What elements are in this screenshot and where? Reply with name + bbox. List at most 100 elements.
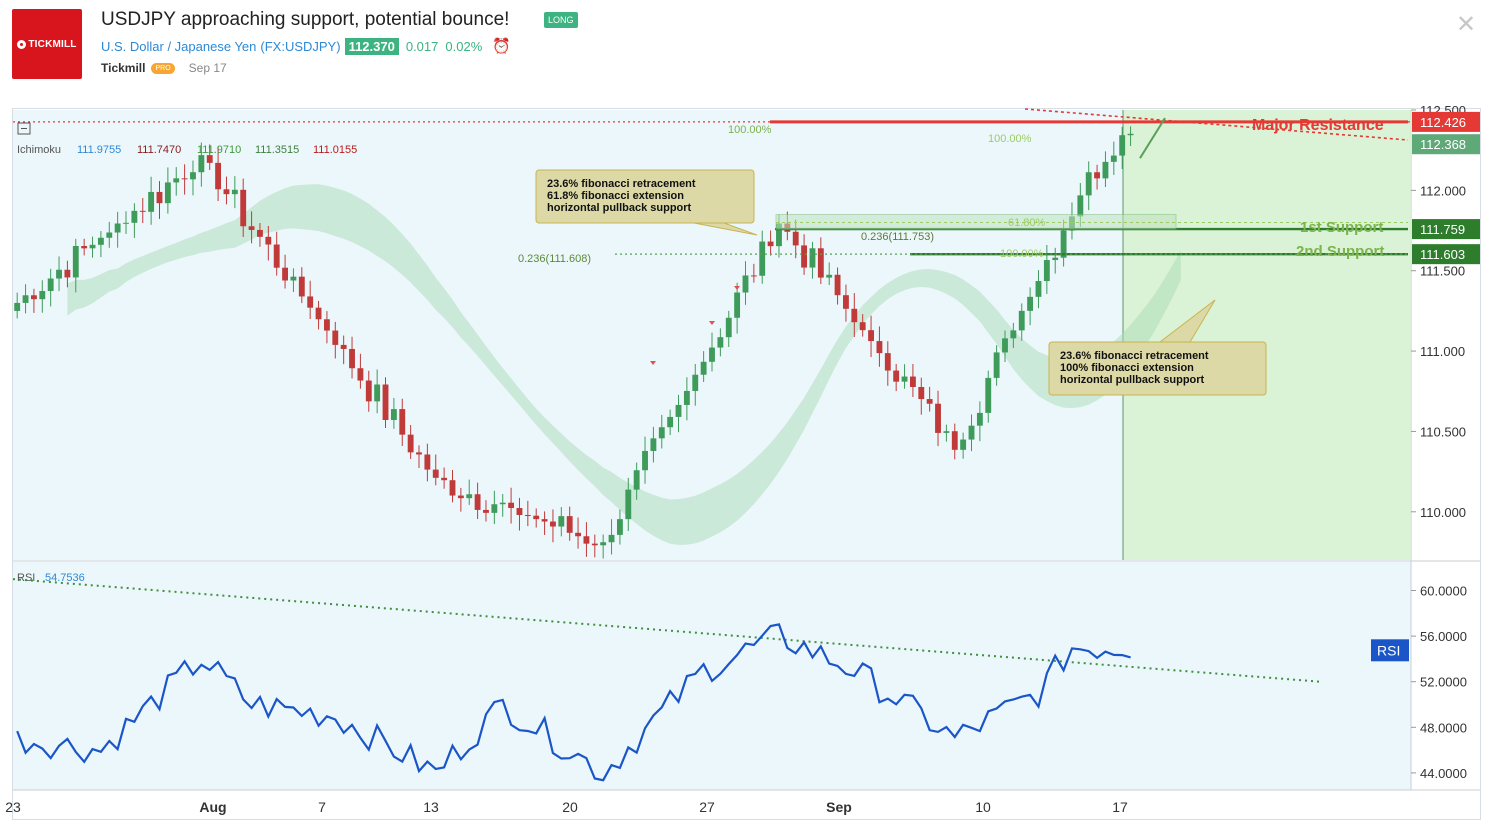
ichimoku-cloud-segment [854,305,863,336]
ichimoku-cloud-segment [84,277,93,308]
ichimoku-cloud-segment [159,245,168,266]
close-icon[interactable]: ✕ [1456,11,1477,38]
candle-body [826,274,833,278]
ichimoku-cloud-segment [753,451,763,505]
ichimoku-cloud-segment [921,268,930,288]
candle-body [533,515,540,520]
ichimoku-cloud-segment [377,210,386,262]
long-badge: LONG [544,12,578,28]
signal-marker [650,361,656,365]
chart-frame[interactable] [12,108,1481,820]
fib-label: 0.236(111.753) [861,231,934,243]
ichimoku-cloud-segment [419,254,428,300]
candle-body [600,542,607,546]
rsi-label: RSI [17,572,35,584]
ichimoku-cloud-segment [712,484,721,537]
candle-body [742,275,749,293]
ichimoku-cloud-segment [603,467,612,502]
candle-body [474,494,481,510]
major-resistance-label: Major Resistance [1252,117,1384,134]
ichimoku-cloud-segment [762,442,771,495]
candle-body [650,438,657,451]
price-axis-label: 110.500 [1420,424,1466,439]
ichimoku-cloud-segment [887,277,897,300]
symbol-line: U.S. Dollar / Japanese Yen (FX:USDJPY) 1… [101,37,511,55]
ichimoku-cloud-segment [862,297,872,324]
candle-body [633,470,640,490]
price-tag-bg [1412,111,1480,132]
callout-text: 100% fibonacci extension [1060,362,1194,374]
ichimoku-cloud-segment [1147,292,1156,343]
alarm-clock-icon[interactable]: ⏰ [492,38,511,55]
ichimoku-cloud-segment [1038,351,1047,402]
candle-body [47,278,54,292]
fib-label: 100.00% [728,124,772,136]
ichimoku-cloud-segment [527,398,537,425]
price-tag-bg [1412,244,1480,265]
ichimoku-cloud-segment [745,459,754,513]
candle-body [407,434,414,453]
ichimoku-cloud-segment [460,312,470,347]
candle-body [859,322,866,331]
candle-body [1085,172,1092,196]
candle-body [566,516,573,533]
candle-body [625,489,632,520]
ichimoku-cloud-segment [829,339,838,380]
candle-body [323,319,330,331]
candle-body [181,178,188,180]
price-axis-label: 111.500 [1420,264,1465,279]
candle-body [374,384,381,402]
ichimoku-cloud-segment [645,491,654,536]
rsi-axis-label: 52.0000 [1420,675,1467,690]
ichimoku-cloud-segment [795,397,805,445]
candle-body [616,519,623,535]
time-axis-label: 17 [1112,799,1128,815]
candle-body [658,427,665,439]
candle-body [968,425,975,440]
ichimoku-cloud-segment [963,279,972,314]
fib-label: 100.00% [988,133,1032,145]
price-tag-bg [1412,134,1480,155]
ichimoku-cloud-segment [385,217,394,268]
candle-body [441,477,448,481]
time-axis-label: 13 [423,799,439,815]
candle-body [1110,155,1117,162]
price-axis-label: 111.000 [1420,344,1465,359]
candle-body [1027,296,1034,311]
time-axis-label: 20 [562,799,578,815]
ichimoku-cloud-segment [812,369,821,414]
ichimoku-cloud-segment [326,185,336,237]
ichimoku-cloud-segment [268,191,277,233]
ichimoku-cloud-segment [427,265,436,310]
candle-body [1119,135,1126,156]
ichimoku-cloud-segment [686,495,696,545]
price-tag-text: 112.368 [1420,137,1466,152]
candle-body [206,155,213,163]
symbol-name-link[interactable]: U.S. Dollar / Japanese Yen [101,38,257,54]
candle-body [198,155,205,173]
candle-body [834,274,841,296]
ichimoku-cloud-segment [444,288,453,328]
candle-body [976,412,983,426]
candle-body [550,521,556,527]
candle-body [315,307,322,320]
author-name[interactable]: Tickmill [101,61,146,75]
ichimoku-cloud-segment [946,272,955,299]
candle-body [449,480,456,496]
candle-body [893,370,900,382]
candle-body [30,295,37,300]
candle-body [457,495,464,499]
candle-body [56,269,62,279]
ichimoku-cloud-segment [1172,250,1181,298]
rsi-axis-label: 56.0000 [1420,629,1467,644]
ichimoku-cloud-segment [871,289,880,315]
ichimoku-cloud-segment [586,454,595,487]
price-tag-text: 111.759 [1420,222,1465,237]
fib-label: 100.00% [1000,248,1044,260]
symbol-code-link[interactable]: (FX:USDJPY) [260,38,341,54]
ichimoku-cloud-segment [485,345,495,376]
candle-body [1035,281,1042,297]
candle-body [298,276,305,297]
